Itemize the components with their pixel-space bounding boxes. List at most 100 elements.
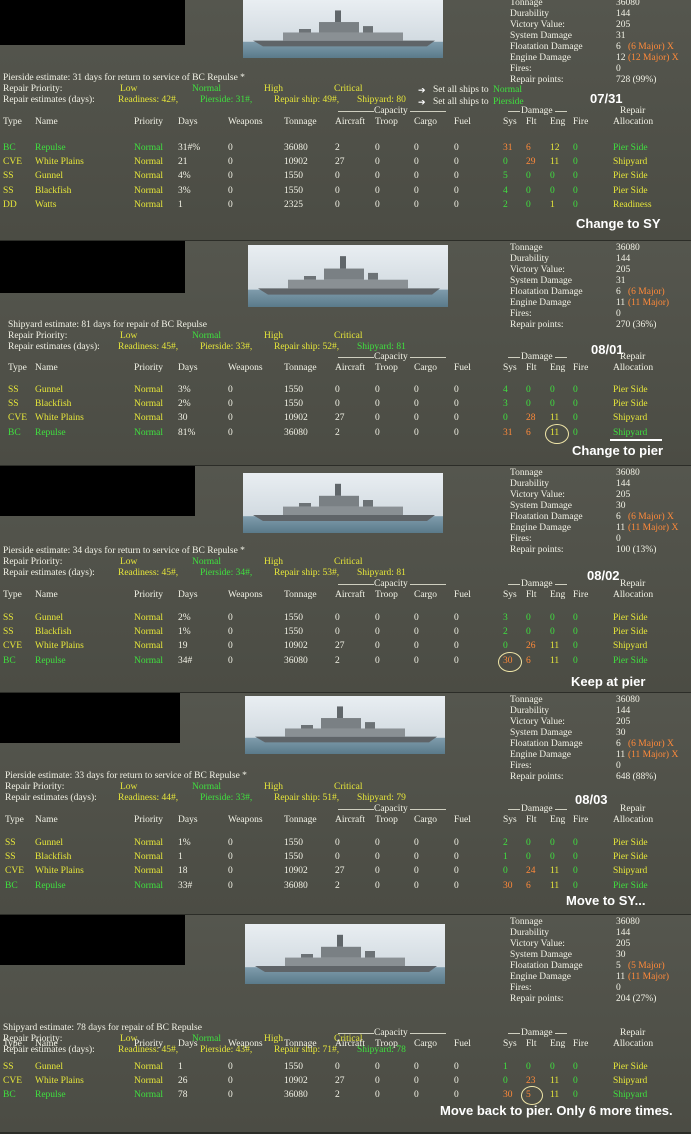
estimate-shipyard[interactable]: Shipyard: 78 xyxy=(357,1045,406,1055)
priority-low-option[interactable]: Low xyxy=(120,84,138,94)
right-arrow-icon[interactable]: ➔ xyxy=(418,97,426,107)
column-header-flt[interactable]: Flt xyxy=(526,363,537,373)
table-row[interactable]: BC Repulse Normal 34# 0 36080 2 0 0 0 30 6 11 0 Pier S… xyxy=(0,656,691,668)
column-header-weapons[interactable]: Weapons xyxy=(228,117,263,127)
estimate-pierside[interactable]: Pierside: 34#, xyxy=(200,568,253,578)
table-row[interactable]: SS Gunnel Normal 4% 0 1550 0 0 0 0 5 0 0 0 Pier Side xyxy=(0,171,691,183)
table-row[interactable]: CVE White Plains Normal 18 0 10902 27 0 0 0 0 24 11 0… xyxy=(0,866,691,878)
column-header-cargo[interactable]: Cargo xyxy=(414,815,438,825)
column-header-flt[interactable]: Flt xyxy=(526,117,537,127)
estimate-shipyard[interactable]: Shipyard: 81 xyxy=(357,342,406,352)
column-header-priority[interactable]: Priority xyxy=(134,815,164,825)
column-header-priority[interactable]: Priority xyxy=(134,363,164,373)
estimate-repair-ship[interactable]: Repair ship: 51#, xyxy=(274,793,340,803)
column-header-eng[interactable]: Eng xyxy=(550,815,566,825)
column-header-troop[interactable]: Troop xyxy=(375,363,398,373)
priority-critical-option[interactable]: Critical xyxy=(334,1034,363,1044)
set-all-normal-value[interactable]: Normal xyxy=(493,85,523,95)
column-header-alloc[interactable]: Allocation xyxy=(613,590,654,600)
estimate-shipyard[interactable]: Shipyard: 80 xyxy=(357,95,406,105)
table-row[interactable]: SS Blackfish Normal 2% 0 1550 0 0 0 0 3 0 0 0 Pier Sid… xyxy=(0,399,691,411)
table-row[interactable]: SS Gunnel Normal 3% 0 1550 0 0 0 0 4 0 0 0 Pier Side xyxy=(0,385,691,397)
column-header-priority[interactable]: Priority xyxy=(134,590,164,600)
table-row[interactable]: SS Blackfish Normal 1 0 1550 0 0 0 0 1 0 0 0 Pier Side xyxy=(0,852,691,864)
column-header-aircraft[interactable]: Aircraft xyxy=(335,363,366,373)
set-all-pierside-value[interactable]: Pierside xyxy=(493,97,524,107)
estimate-shipyard[interactable]: Shipyard: 79 xyxy=(357,793,406,803)
column-header-tonnage[interactable]: Tonnage xyxy=(284,117,317,127)
column-header-cargo[interactable]: Cargo xyxy=(414,1039,438,1049)
estimate-pierside[interactable]: Pierside: 31#, xyxy=(200,95,253,105)
table-row[interactable]: CVE White Plains Normal 19 0 10902 27 0 0 0 0 26 11 0… xyxy=(0,641,691,653)
estimate-repair-ship[interactable]: Repair ship: 71#, xyxy=(274,1045,340,1055)
priority-low-option[interactable]: Low xyxy=(120,782,138,792)
table-row[interactable]: BC Repulse Normal 78 0 36080 2 0 0 0 30 5 11 0 Shipyar… xyxy=(0,1090,691,1102)
column-header-sys[interactable]: Sys xyxy=(503,363,517,373)
column-header-sys[interactable]: Sys xyxy=(503,590,517,600)
column-header-tonnage[interactable]: Tonnage xyxy=(284,1039,317,1049)
column-header-weapons[interactable]: Weapons xyxy=(228,590,263,600)
priority-critical-option[interactable]: Critical xyxy=(334,84,363,94)
priority-critical-option[interactable]: Critical xyxy=(334,557,363,567)
estimate-pierside[interactable]: Pierside: 33#, xyxy=(200,793,253,803)
column-header-cargo[interactable]: Cargo xyxy=(414,590,438,600)
estimate-shipyard[interactable]: Shipyard: 81 xyxy=(357,568,406,578)
column-header-flt[interactable]: Flt xyxy=(526,815,537,825)
column-header-days[interactable]: Days xyxy=(178,117,198,127)
column-header-fire[interactable]: Fire xyxy=(573,1039,589,1049)
column-header-alloc[interactable]: Allocation xyxy=(613,815,654,825)
estimate-readiness[interactable]: Readiness: 45#, xyxy=(118,568,179,578)
column-header-fire[interactable]: Fire xyxy=(573,590,589,600)
column-header-eng[interactable]: Eng xyxy=(550,363,566,373)
column-header-alloc[interactable]: Allocation xyxy=(613,117,654,127)
column-header-days[interactable]: Days xyxy=(178,815,198,825)
column-header-fire[interactable]: Fire xyxy=(573,815,589,825)
column-header-name[interactable]: Name xyxy=(35,590,58,600)
priority-high-option[interactable]: High xyxy=(264,331,283,341)
column-header-days[interactable]: Days xyxy=(178,1039,198,1049)
right-arrow-icon[interactable]: ➔ xyxy=(418,85,426,95)
table-row[interactable]: SS Blackfish Normal 3% 0 1550 0 0 0 0 4 0 0 0 Pier Sid… xyxy=(0,186,691,198)
column-header-name[interactable]: Name xyxy=(35,815,58,825)
column-header-alloc[interactable]: Allocation xyxy=(613,1039,654,1049)
column-header-priority[interactable]: Priority xyxy=(134,117,164,127)
priority-normal-option[interactable]: Normal xyxy=(192,84,222,94)
column-header-fire[interactable]: Fire xyxy=(573,363,589,373)
column-header-troop[interactable]: Troop xyxy=(375,117,398,127)
table-row[interactable]: BC Repulse Normal 33# 0 36080 2 0 0 0 30 6 11 0 Pier S… xyxy=(0,881,691,893)
table-row[interactable]: BC Repulse Normal 81% 0 36080 2 0 0 0 31 6 11 0 Shipya… xyxy=(0,428,691,440)
set-all-normal-button[interactable]: Set all ships to xyxy=(433,85,489,95)
column-header-fuel[interactable]: Fuel xyxy=(454,815,471,825)
column-header-type[interactable]: Type xyxy=(8,363,27,373)
column-header-weapons[interactable]: Weapons xyxy=(228,1039,263,1049)
column-header-troop[interactable]: Troop xyxy=(375,1039,398,1049)
column-header-tonnage[interactable]: Tonnage xyxy=(284,815,317,825)
column-header-fuel[interactable]: Fuel xyxy=(454,117,471,127)
column-header-type[interactable]: Type xyxy=(3,1039,22,1049)
estimate-pierside[interactable]: Pierside: 43#, xyxy=(200,1045,253,1055)
table-row[interactable]: SS Gunnel Normal 1 0 1550 0 0 0 0 1 0 0 0 Pier Side xyxy=(0,1062,691,1074)
table-row[interactable]: CVE White Plains Normal 21 0 10902 27 0 0 0 0 29 11 0… xyxy=(0,157,691,169)
column-header-flt[interactable]: Flt xyxy=(526,590,537,600)
column-header-cargo[interactable]: Cargo xyxy=(414,117,438,127)
column-header-fire[interactable]: Fire xyxy=(573,117,589,127)
column-header-eng[interactable]: Eng xyxy=(550,1039,566,1049)
priority-normal-option[interactable]: Normal xyxy=(192,1034,222,1044)
column-header-cargo[interactable]: Cargo xyxy=(414,363,438,373)
column-header-alloc[interactable]: Allocation xyxy=(613,363,654,373)
column-header-aircraft[interactable]: Aircraft xyxy=(335,117,366,127)
column-header-days[interactable]: Days xyxy=(178,363,198,373)
priority-normal-option[interactable]: Normal xyxy=(192,331,222,341)
column-header-name[interactable]: Name xyxy=(35,1039,58,1049)
priority-low-option[interactable]: Low xyxy=(120,331,138,341)
column-header-tonnage[interactable]: Tonnage xyxy=(284,363,317,373)
priority-high-option[interactable]: High xyxy=(264,84,283,94)
column-header-priority[interactable]: Priority xyxy=(134,1039,164,1049)
priority-low-option[interactable]: Low xyxy=(120,557,138,567)
column-header-weapons[interactable]: Weapons xyxy=(228,815,263,825)
column-header-sys[interactable]: Sys xyxy=(503,117,517,127)
table-row[interactable]: SS Blackfish Normal 1% 0 1550 0 0 0 0 2 0 0 0 Pier Sid… xyxy=(0,627,691,639)
column-header-name[interactable]: Name xyxy=(35,117,58,127)
column-header-eng[interactable]: Eng xyxy=(550,117,566,127)
estimate-repair-ship[interactable]: Repair ship: 52#, xyxy=(274,342,340,352)
